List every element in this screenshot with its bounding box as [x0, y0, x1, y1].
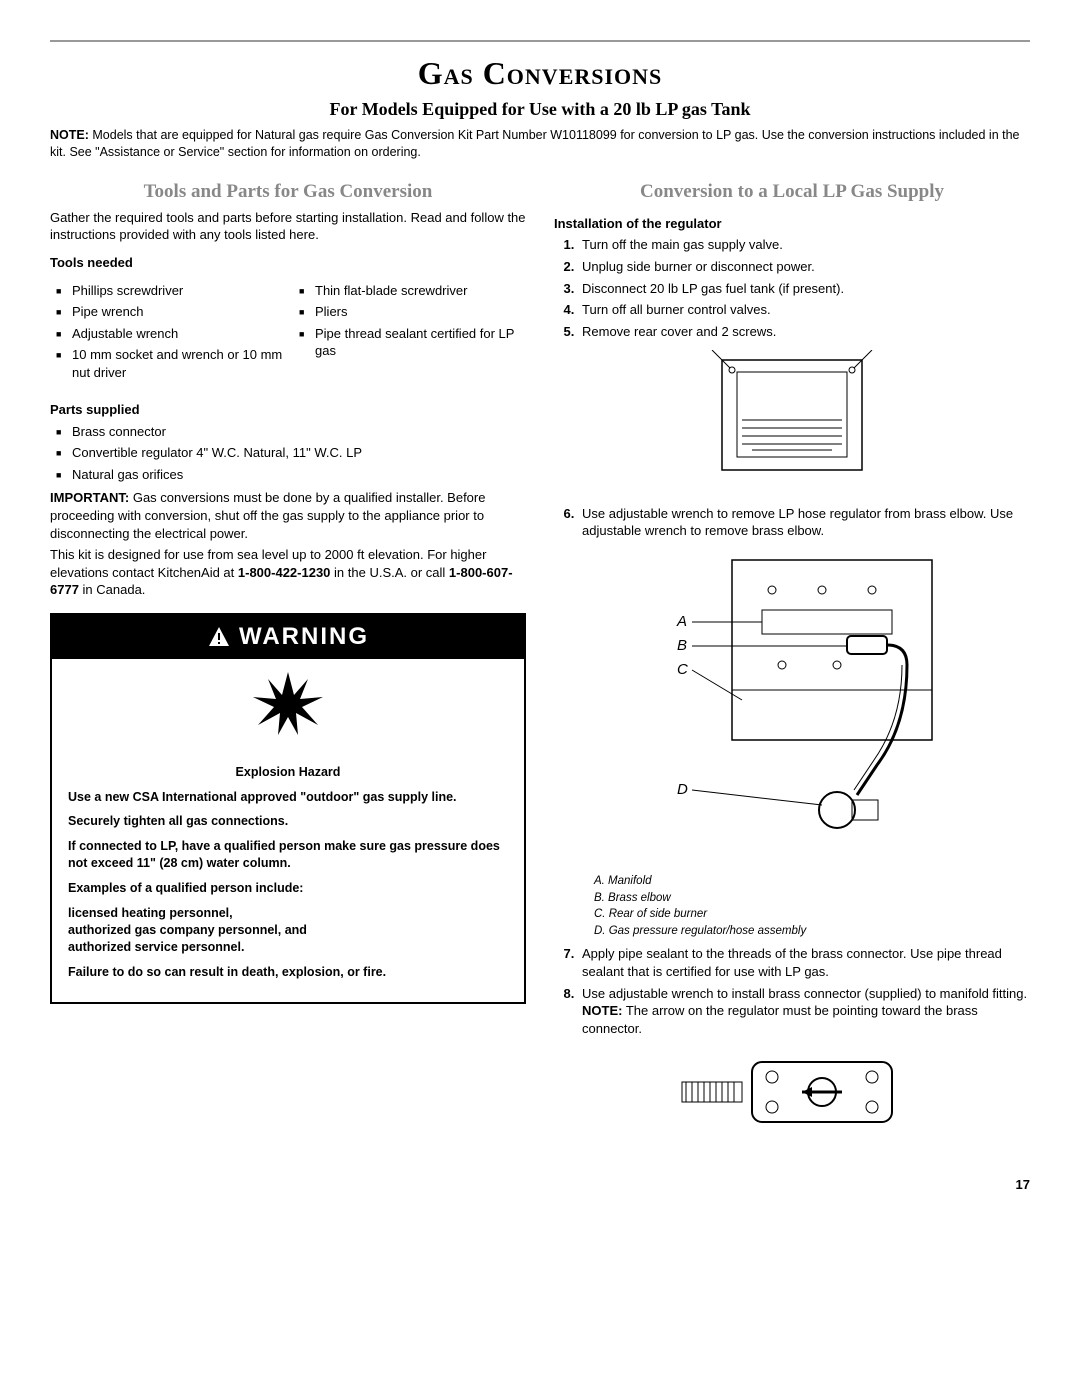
steps-list: Turn off the main gas supply valve. Unpl…: [554, 236, 1030, 340]
diagram-legend: A. Manifold B. Brass elbow C. Rear of si…: [594, 874, 1030, 939]
warning-icon: [207, 625, 231, 649]
brass-connector-diagram: [554, 1047, 1030, 1142]
step-item: Turn off all burner control valves.: [578, 301, 1030, 319]
step-item: Use adjustable wrench to install brass c…: [578, 985, 1030, 1038]
list-item: Brass connector: [50, 423, 526, 441]
note-text: Models that are equipped for Natural gas…: [50, 128, 1020, 159]
rear-cover-diagram: [554, 350, 1030, 495]
tools-needed-list: Phillips screwdriver Pipe wrench Adjusta…: [50, 276, 526, 392]
page-number: 17: [50, 1176, 1030, 1194]
install-regulator-label: Installation of the regulator: [554, 215, 1030, 233]
list-item: 10 mm socket and wrench or 10 mm nut dri…: [50, 346, 283, 381]
parts-supplied-list: Brass connector Convertible regulator 4"…: [50, 423, 526, 484]
warning-box: WARNING Explosion Hazard Use a new CSA I…: [50, 613, 526, 1005]
phone-us: 1-800-422-1230: [238, 565, 331, 580]
main-title: Gas Conversions: [50, 52, 1030, 95]
regulator-assembly-diagram: A B C D: [554, 550, 1030, 865]
step-item: Turn off the main gas supply valve.: [578, 236, 1030, 254]
elevation-paragraph: This kit is designed for use from sea le…: [50, 546, 526, 599]
warning-line: If connected to LP, have a qualified per…: [68, 838, 508, 872]
list-item: Convertible regulator 4" W.C. Natural, 1…: [50, 444, 526, 462]
important-paragraph: IMPORTANT: Gas conversions must be done …: [50, 489, 526, 542]
label-A: A: [676, 613, 687, 630]
warning-label: WARNING: [239, 621, 369, 653]
right-column: Conversion to a Local LP Gas Supply Inst…: [554, 175, 1030, 1151]
conversion-heading: Conversion to a Local LP Gas Supply: [554, 179, 1030, 205]
list-item: Thin flat-blade screwdriver: [293, 282, 526, 300]
warning-line: Use a new CSA International approved "ou…: [68, 789, 508, 806]
warning-line: licensed heating personnel, authorized g…: [68, 905, 508, 956]
list-item: Adjustable wrench: [50, 325, 283, 343]
parts-supplied-label: Parts supplied: [50, 401, 526, 419]
explosion-hazard-title: Explosion Hazard: [68, 764, 508, 781]
steps-list-cont: Use adjustable wrench to remove LP hose …: [554, 505, 1030, 540]
legend-item: D. Gas pressure regulator/hose assembly: [594, 924, 1030, 940]
legend-item: A. Manifold: [594, 874, 1030, 890]
important-label: IMPORTANT:: [50, 490, 129, 505]
label-B: B: [677, 637, 687, 654]
warning-line: Securely tighten all gas connections.: [68, 813, 508, 830]
legend-item: C. Rear of side burner: [594, 907, 1030, 923]
tools-parts-heading: Tools and Parts for Gas Conversion: [50, 179, 526, 205]
warning-line: Failure to do so can result in death, ex…: [68, 964, 508, 981]
step-item: Unplug side burner or disconnect power.: [578, 258, 1030, 276]
label-D: D: [677, 781, 688, 798]
step-item: Use adjustable wrench to remove LP hose …: [578, 505, 1030, 540]
subtitle: For Models Equipped for Use with a 20 lb…: [50, 97, 1030, 121]
step-item: Remove rear cover and 2 screws.: [578, 323, 1030, 341]
label-C: C: [677, 661, 688, 678]
tools-needed-label: Tools needed: [50, 254, 526, 272]
note-label: NOTE:: [582, 1003, 622, 1018]
explosion-icon: [52, 667, 524, 742]
warning-line: Examples of a qualified person include:: [68, 880, 508, 897]
list-item: Pliers: [293, 303, 526, 321]
note-label: NOTE:: [50, 128, 89, 142]
top-divider: [50, 40, 1030, 42]
steps-list-cont2: Apply pipe sealant to the threads of the…: [554, 945, 1030, 1037]
legend-item: B. Brass elbow: [594, 891, 1030, 907]
warning-body: Explosion Hazard Use a new CSA Internati…: [52, 746, 524, 1003]
list-item: Pipe wrench: [50, 303, 283, 321]
step-item: Apply pipe sealant to the threads of the…: [578, 945, 1030, 980]
warning-header: WARNING: [52, 615, 524, 659]
list-item: Phillips screwdriver: [50, 282, 283, 300]
list-item: Natural gas orifices: [50, 466, 526, 484]
tools-intro: Gather the required tools and parts befo…: [50, 209, 526, 244]
step8-note: The arrow on the regulator must be point…: [582, 1003, 978, 1036]
list-item: Pipe thread sealant certified for LP gas: [293, 325, 526, 360]
left-column: Tools and Parts for Gas Conversion Gathe…: [50, 175, 526, 1151]
step-item: Disconnect 20 lb LP gas fuel tank (if pr…: [578, 280, 1030, 298]
top-note: NOTE: Models that are equipped for Natur…: [50, 127, 1030, 161]
